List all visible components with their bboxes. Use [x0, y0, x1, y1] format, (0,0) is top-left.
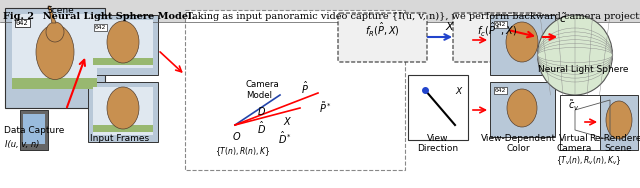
Ellipse shape — [538, 15, 612, 95]
Text: $O$: $O$ — [232, 130, 242, 142]
Polygon shape — [12, 78, 97, 89]
Text: $\tilde{P}^*$: $\tilde{P}^*$ — [319, 100, 332, 115]
Text: $X$: $X$ — [284, 115, 292, 127]
Text: 042: 042 — [95, 25, 106, 30]
Ellipse shape — [606, 101, 632, 139]
Text: I(u, v, n): I(u, v, n) — [5, 140, 39, 149]
Text: $\tilde{c}$: $\tilde{c}$ — [559, 12, 567, 25]
Text: Neural Light Sphere: Neural Light Sphere — [538, 65, 628, 74]
Polygon shape — [48, 6, 56, 23]
Text: $X$: $X$ — [445, 20, 455, 32]
FancyBboxPatch shape — [453, 13, 542, 62]
Bar — [93, 20, 153, 68]
Bar — [600, 95, 638, 150]
Text: $\hat{P}$: $\hat{P}$ — [301, 80, 309, 96]
Bar — [0, 0, 640, 165]
Text: Taking as input panoramic video capture {I(u, v, n)}, we perform backward camera: Taking as input panoramic video capture … — [183, 12, 640, 21]
Ellipse shape — [107, 21, 139, 63]
Text: $\hat{D}$: $\hat{D}$ — [257, 120, 266, 136]
Text: Data Capture: Data Capture — [4, 126, 64, 135]
Text: $\{T_v(n), R_v(n), K_v\}$: $\{T_v(n), R_v(n), K_v\}$ — [556, 154, 621, 167]
Text: $\hat{D}^*$: $\hat{D}^*$ — [278, 130, 292, 146]
Bar — [20, 110, 48, 150]
Text: Camera
Model: Camera Model — [246, 80, 280, 100]
Bar — [23, 114, 45, 144]
Ellipse shape — [36, 24, 74, 80]
Text: View-Dependent
Color: View-Dependent Color — [481, 134, 556, 153]
Text: $f_c(\hat{P}^*, X)$: $f_c(\hat{P}^*, X)$ — [477, 20, 517, 38]
Text: 042: 042 — [495, 88, 506, 93]
Text: Virtual
Camera: Virtual Camera — [556, 134, 592, 153]
Text: $\tilde{c}_v$: $\tilde{c}_v$ — [568, 98, 580, 113]
Text: 042: 042 — [495, 22, 506, 27]
Text: $f_R(\hat{P}, X)$: $f_R(\hat{P}, X)$ — [365, 20, 399, 38]
Ellipse shape — [507, 89, 537, 127]
Text: View
Direction: View Direction — [417, 134, 459, 153]
FancyBboxPatch shape — [338, 13, 427, 62]
Bar — [88, 15, 158, 75]
Text: $\{T(n), R(n), K\}$: $\{T(n), R(n), K\}$ — [215, 145, 270, 158]
Ellipse shape — [506, 22, 538, 62]
Bar — [12, 14, 97, 89]
Bar — [560, 95, 620, 150]
Text: $X$: $X$ — [455, 85, 464, 96]
Bar — [0, 22, 640, 188]
Bar — [185, 10, 405, 170]
Text: Input Frames: Input Frames — [90, 134, 150, 143]
Bar — [93, 87, 153, 135]
Polygon shape — [93, 58, 153, 65]
Ellipse shape — [107, 87, 139, 129]
Polygon shape — [93, 125, 153, 132]
Bar — [88, 82, 158, 142]
Text: Fig. 2: Fig. 2 — [3, 12, 34, 21]
Text: Re-Rendered
Scene: Re-Rendered Scene — [589, 134, 640, 153]
Text: 042: 042 — [16, 20, 29, 26]
Text: $D$: $D$ — [257, 105, 266, 117]
Bar — [5, 8, 105, 108]
Bar — [490, 15, 555, 75]
Text: Neural Light Sphere Model.: Neural Light Sphere Model. — [33, 12, 195, 21]
Bar — [408, 75, 468, 140]
Ellipse shape — [46, 22, 64, 42]
Text: Scene: Scene — [46, 6, 74, 15]
Bar — [490, 82, 555, 137]
